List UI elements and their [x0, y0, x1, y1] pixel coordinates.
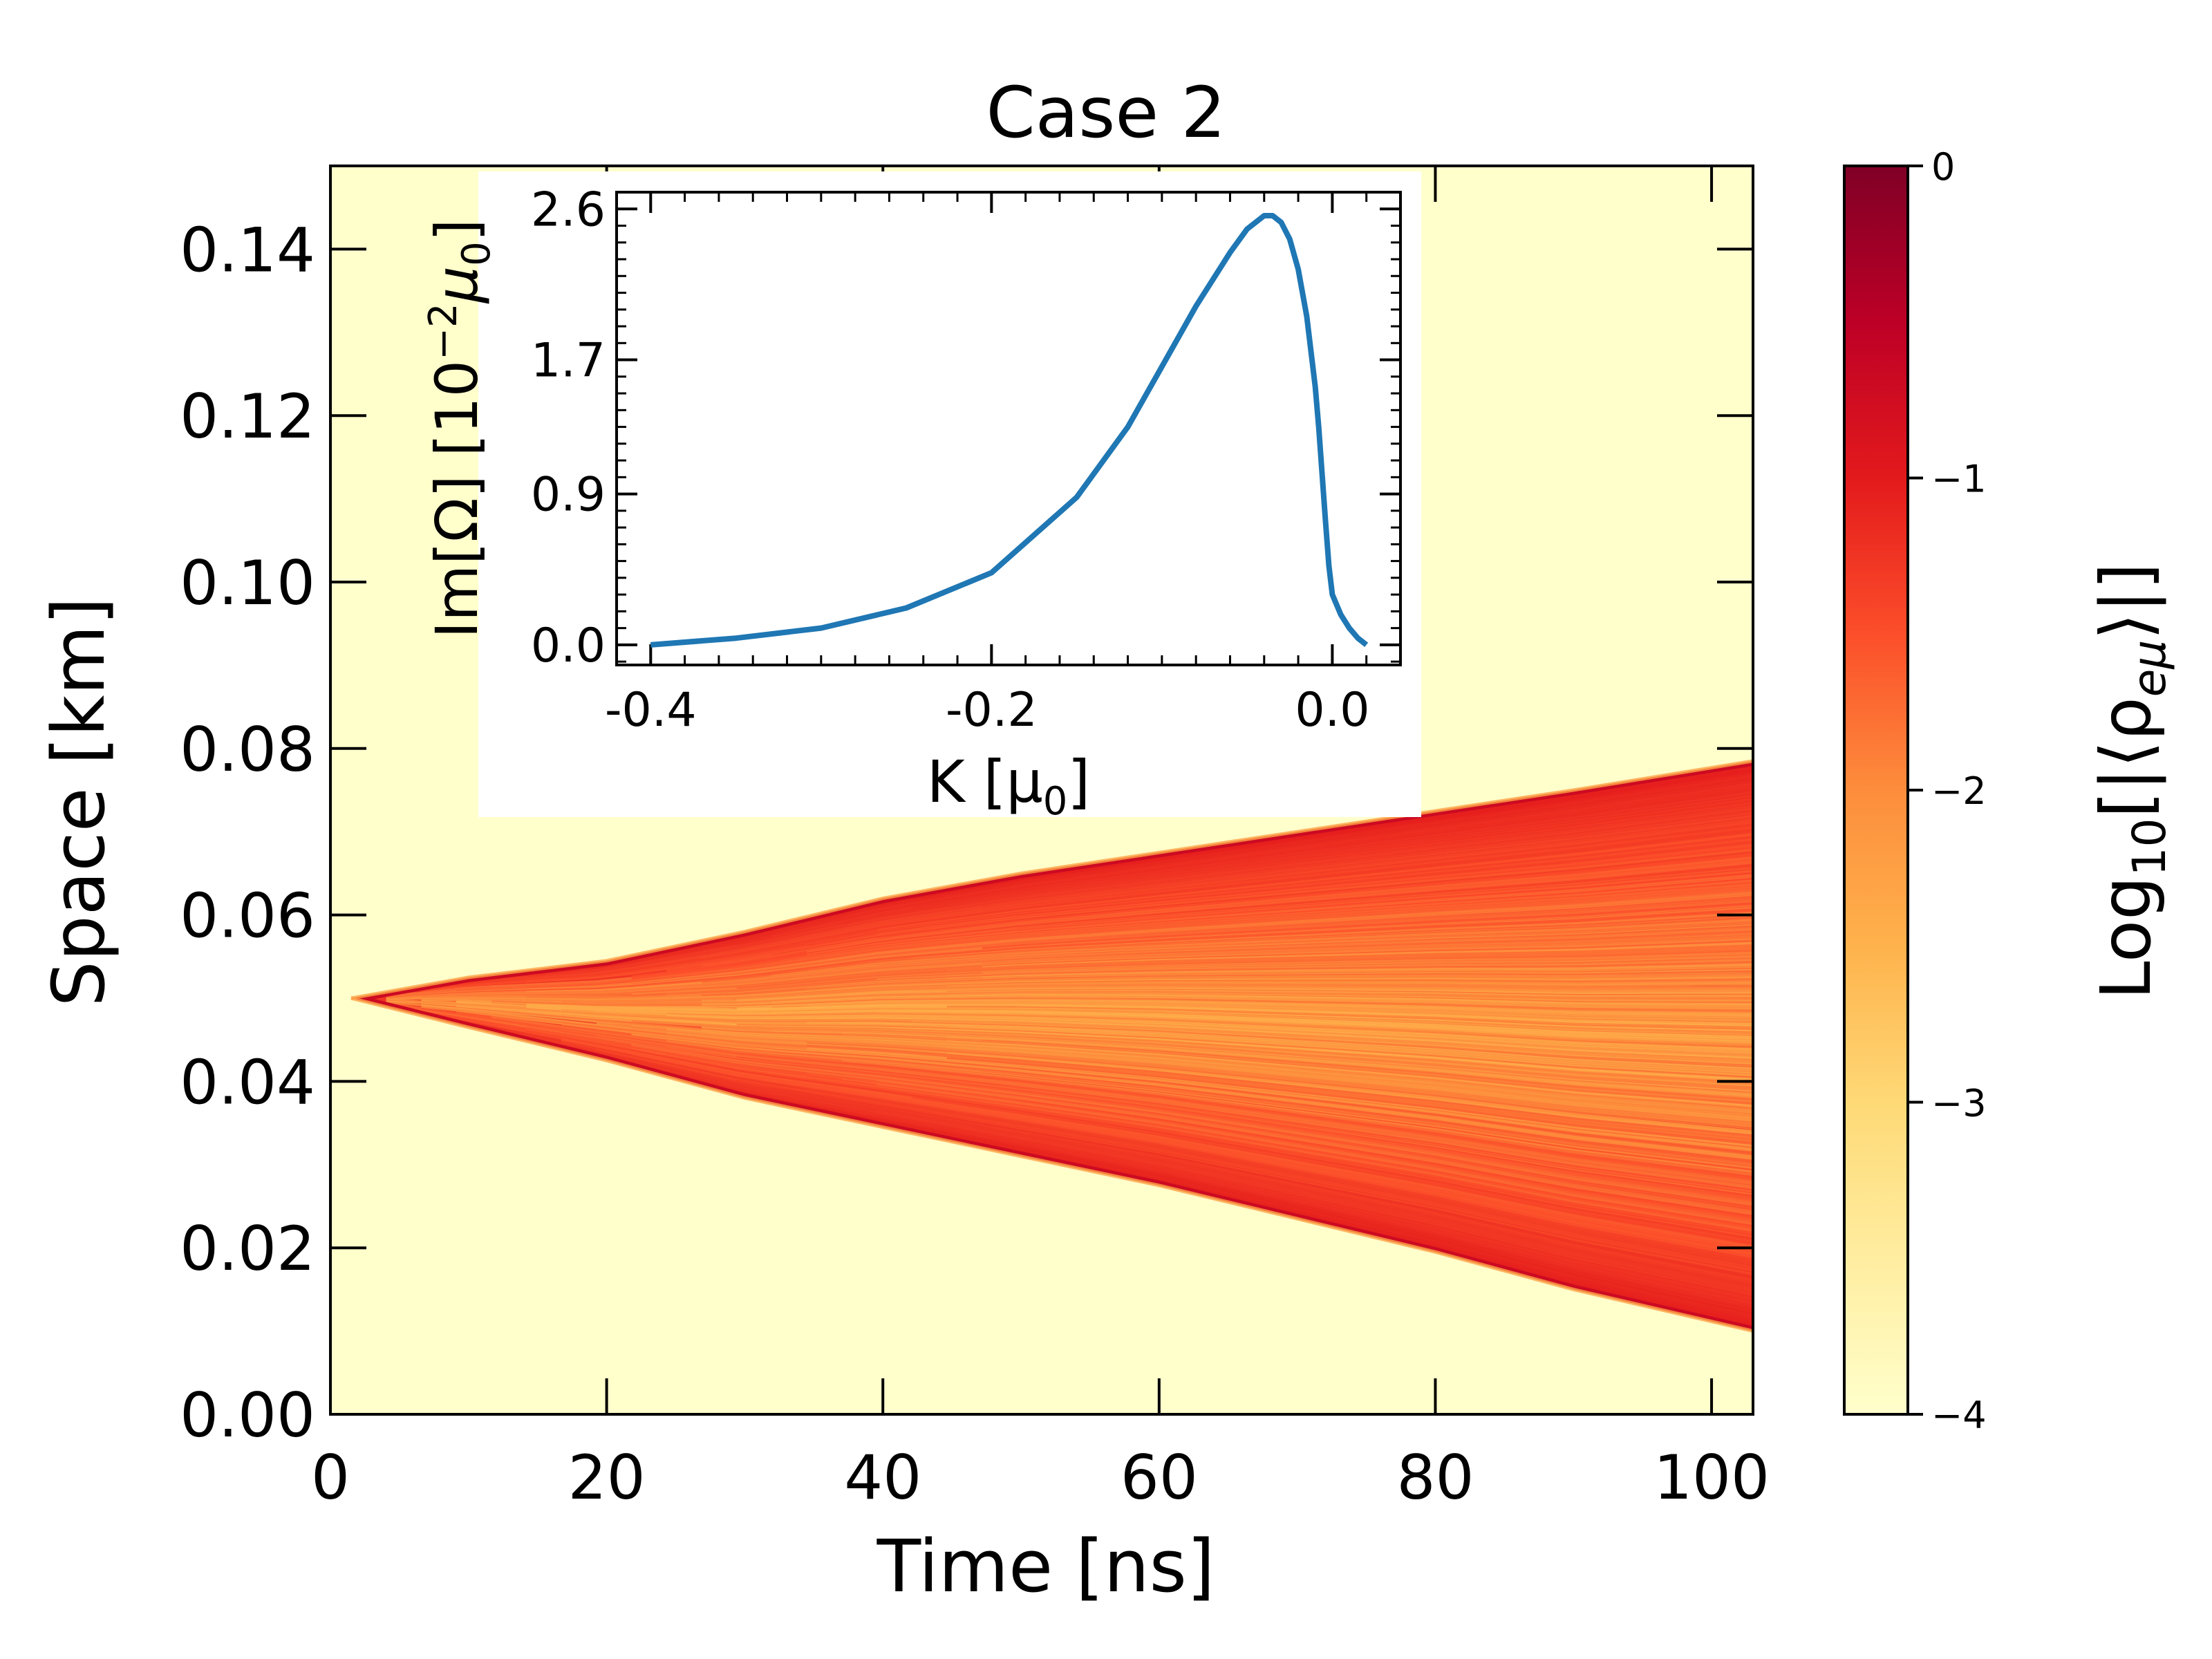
main-axes: 0 20 40 60 80 1000.000.020.040.060.080.100.12…: [180, 165, 1770, 1513]
colorbar-tick-label: 0: [1931, 145, 1955, 189]
inset-x-label-main: K [μ: [927, 748, 1043, 816]
y-tick-label: 0.08: [180, 714, 315, 785]
inset-chart: -0.4 -0.2 0.00.00.91.72.6K [μ0]Im[Ω] [10−2…: [421, 171, 1421, 824]
y-tick-label: 0.06: [180, 881, 315, 952]
wedge-upper-halo: [350, 759, 1754, 1000]
main-frame: [329, 165, 1754, 1416]
inset-y-tick-label: 2.6: [531, 182, 606, 237]
x-tick-label: 40: [844, 1442, 921, 1513]
wedge-lower-halo: [350, 996, 1754, 1333]
heatmap-streak: [701, 825, 1753, 959]
colorbar-label-sub: 10: [2123, 818, 2176, 876]
inset-x-tick-label: -0.4: [605, 683, 697, 738]
colorbar-gradient: [1843, 165, 1909, 1416]
heatmap-streak: [806, 869, 1753, 955]
x-tick-label: 100: [1653, 1442, 1770, 1513]
inset-x-tick-label: -0.2: [946, 683, 1038, 738]
inset-y-label: Im[Ω] [10−2μ0]: [421, 218, 499, 638]
inset-y-tick-label: 0.0: [531, 619, 606, 673]
x-tick-label: 80: [1396, 1442, 1474, 1513]
inset-y-label-sub: 0: [454, 241, 499, 266]
y-tick-label: 0.12: [180, 381, 315, 452]
inset-y-label-mu: μ: [423, 266, 491, 304]
colorbar-tick-label: −3: [1931, 1082, 1987, 1125]
x-tick-label: 20: [568, 1442, 646, 1513]
heatmap-streak: [421, 973, 1753, 999]
heatmap-streak: [631, 959, 1753, 997]
inset-growth-curve: [650, 213, 1369, 648]
colorbar-label-rest: [|⟨ρ: [2086, 697, 2166, 818]
y-tick-label: 0.14: [180, 214, 315, 285]
inset-x-label-end: ]: [1067, 748, 1090, 816]
x-axis-label: Time [ns]: [877, 1524, 1215, 1609]
colorbar-tick-label: −4: [1931, 1394, 1987, 1437]
y-tick-label: 0.04: [180, 1047, 315, 1118]
colorbar-label-sub2: eμ: [2123, 640, 2176, 697]
inset-y-tick-label: 0.9: [531, 468, 606, 523]
y-tick-label: 0.02: [180, 1213, 315, 1284]
y-tick-label: 0.00: [180, 1380, 315, 1451]
heatmap-streak: [946, 1044, 1753, 1121]
x-tick-label: 0: [311, 1442, 350, 1513]
inset-y-label-main: Im[Ω] [10: [423, 360, 491, 639]
colorbar-label-end: ⟩|]: [2086, 563, 2166, 640]
colorbar-tick-label: −2: [1931, 769, 1987, 813]
x-tick-label: 60: [1121, 1442, 1198, 1513]
inset-y-tick-label: 1.7: [531, 334, 606, 388]
inset-y-label-sup: −2: [421, 303, 466, 360]
heatmap-streak: [736, 799, 1753, 946]
colorbar-label-main: Log: [2086, 876, 2166, 1000]
y-tick-label: 0.10: [180, 547, 315, 619]
colorbar-tick-label: −1: [1931, 458, 1987, 501]
colorbar: 0 −1 −2 −3 −4: [1843, 145, 1987, 1437]
chart-title: Case 2: [986, 72, 1226, 154]
inset-frame: [615, 191, 1402, 666]
wedge-streaks: [386, 760, 1753, 1331]
inset-x-label-sub: 0: [1043, 779, 1068, 824]
inset-x-label: K [μ0]: [927, 748, 1090, 824]
y-axis-label: Space [km]: [37, 597, 121, 1007]
heatmap-streak: [841, 1094, 1753, 1270]
inset-x-tick-label: 0.0: [1295, 683, 1369, 738]
colorbar-label: Log10[|⟨ρeμ⟩|]: [2086, 563, 2176, 1000]
inset-y-label-end: ]: [423, 218, 491, 241]
